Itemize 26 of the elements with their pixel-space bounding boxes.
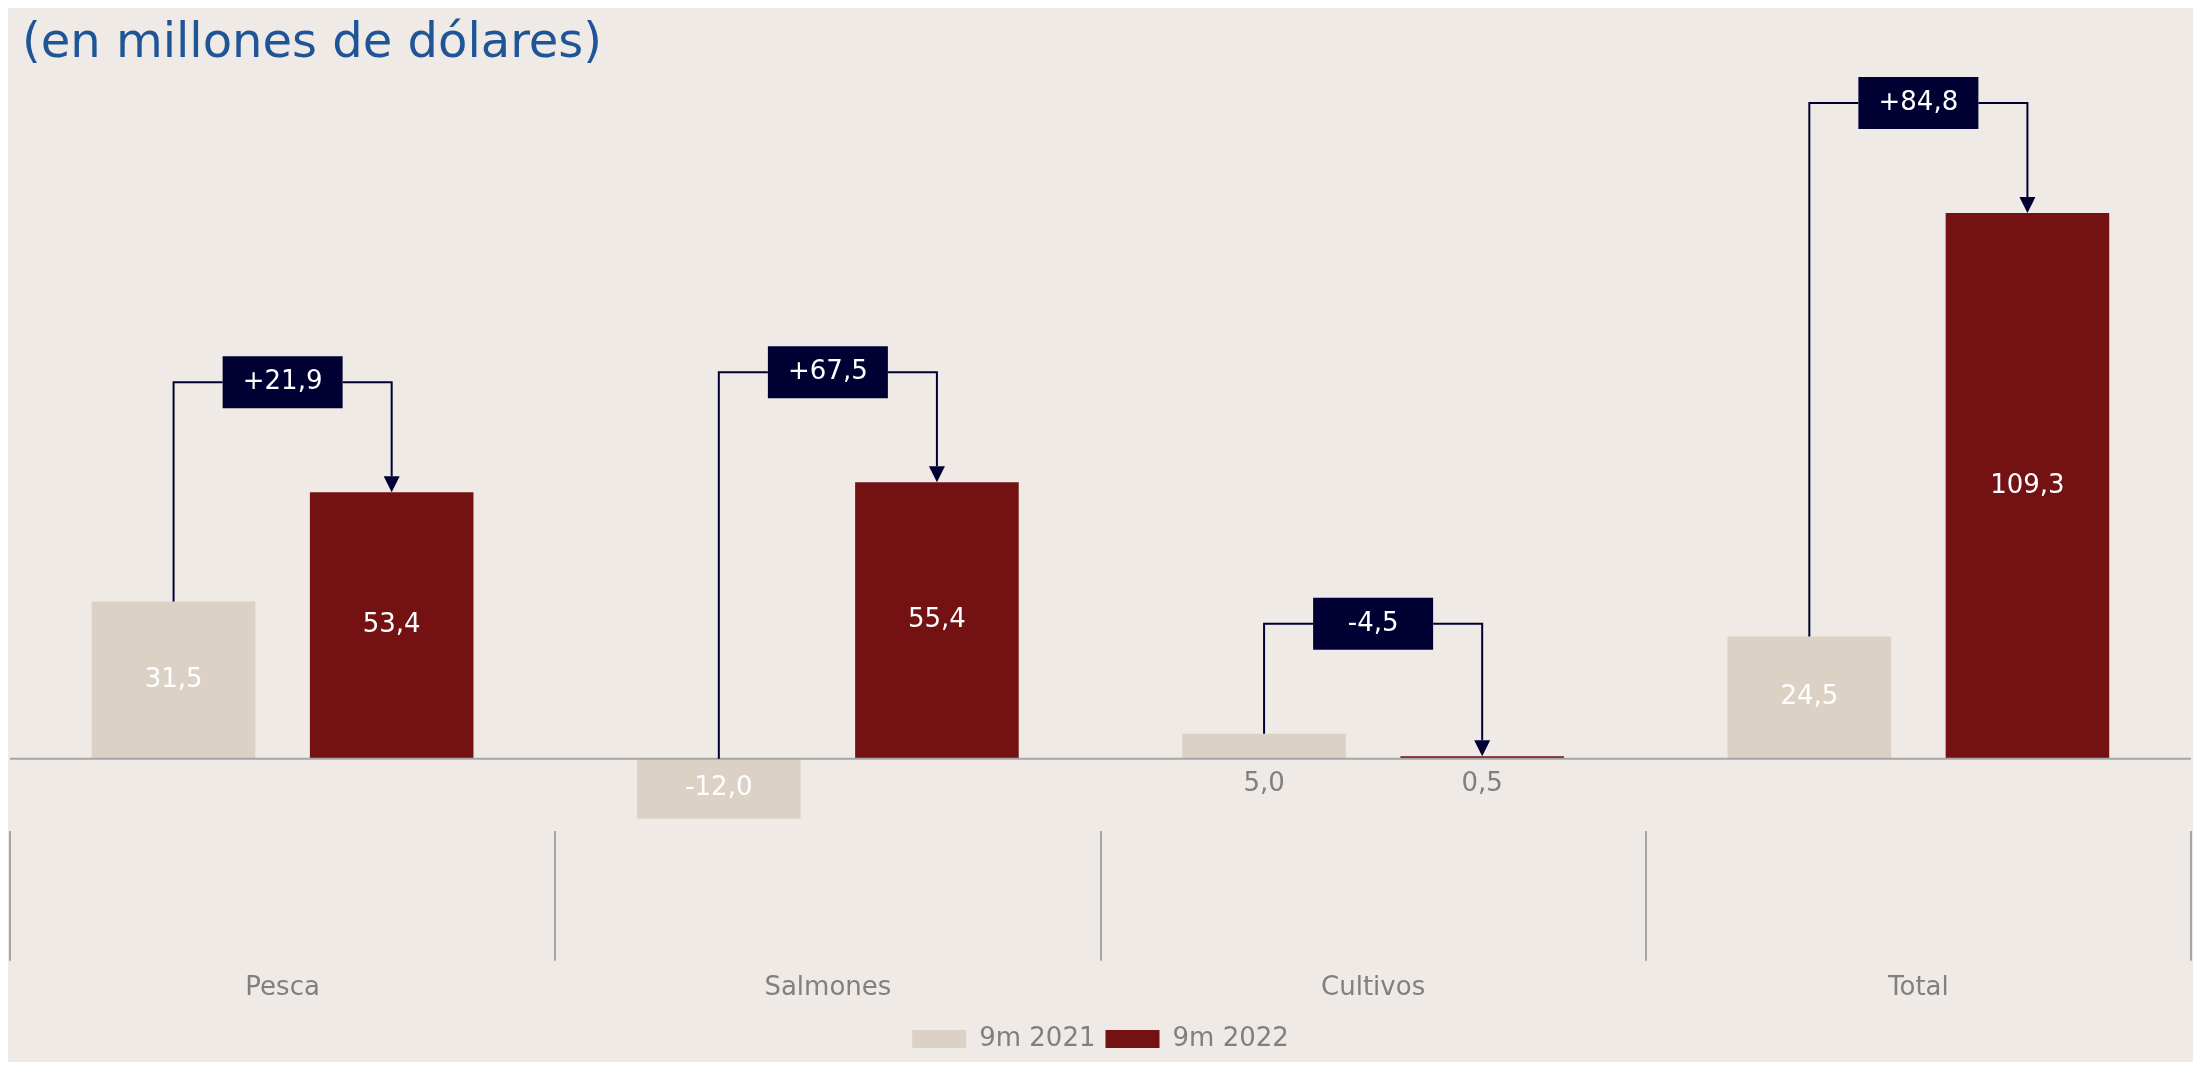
data-label: 109,3: [1990, 468, 2065, 499]
bar: [1727, 636, 1892, 759]
data-label: 55,4: [907, 603, 966, 634]
chart-title: (en millones de dólares): [21, 11, 604, 70]
data-label: 31,5: [144, 662, 203, 693]
legend-label: 9m 2021: [979, 1021, 1096, 1052]
data-label: 5,0: [1243, 766, 1285, 797]
data-label: -12,0: [685, 771, 753, 802]
annotation: -4,5: [1347, 606, 1399, 637]
bar: [855, 482, 1019, 759]
bar: [1182, 733, 1346, 759]
bar: [637, 758, 801, 819]
data-label: 53,4: [362, 608, 421, 639]
x-tick-label: Salmones: [764, 971, 892, 1002]
legend-label: 9m 2022: [1172, 1021, 1289, 1052]
x-tick-label: Pesca: [245, 971, 320, 1002]
annotation: +67,5: [788, 354, 868, 385]
data-label: 0,5: [1461, 766, 1503, 797]
data-label: 24,5: [1780, 680, 1839, 711]
bar: [91, 601, 256, 759]
x-tick-label: Total: [1887, 971, 1949, 1002]
bar: [1945, 213, 2110, 759]
bar: [309, 492, 474, 759]
text: +84,8: [1878, 85, 1959, 116]
x-tick-label: Cultivos: [1321, 971, 1426, 1002]
annotation: +21,9: [242, 364, 323, 395]
